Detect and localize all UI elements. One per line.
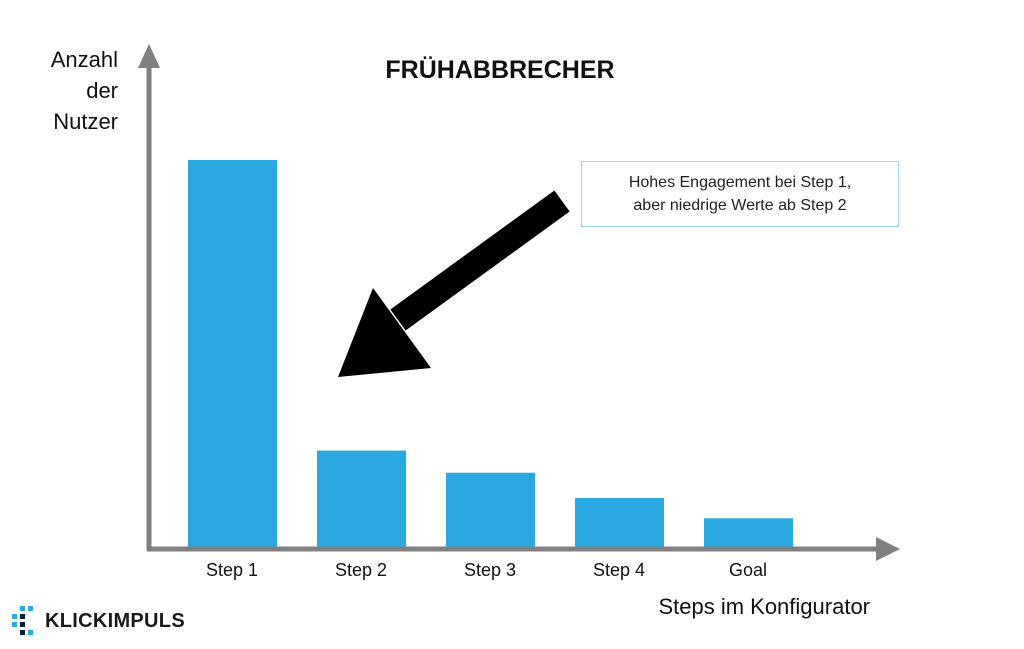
brand-logo: KLICKIMPULS (12, 604, 185, 638)
y-axis-label: Anzahl der Nutzer (20, 44, 118, 137)
klickimpuls-logo-icon (12, 606, 33, 635)
x-tick-label: Step 2 (334, 560, 388, 580)
annotation-line: aber niedrige Werte ab Step 2 (633, 197, 847, 214)
x-tick-label: Goal (728, 560, 768, 580)
x-axis-label: Steps im Konfigurator (658, 594, 870, 619)
chart-title: FRÜHABBRECHER (385, 56, 615, 84)
x-tick-label: Step 1 (205, 560, 259, 580)
y-axis-label-line: der (86, 78, 118, 103)
x-tick-label: Step 4 (592, 560, 646, 580)
x-axis-arrowhead (876, 537, 900, 561)
bar-step-3 (446, 472, 535, 549)
annotation-arrow-head (338, 288, 431, 377)
annotation-line: Hohes Engagement bei Step 1, (628, 174, 852, 191)
annotation-box: Hohes Engagement bei Step 1, aber niedri… (581, 161, 899, 227)
y-axis-arrowhead (138, 44, 160, 68)
y-axis-label-line: Nutzer (53, 109, 118, 134)
brand-name: KLICKIMPULS (45, 609, 185, 632)
bars-group (188, 160, 793, 549)
bar-step-2 (317, 450, 406, 549)
bar-step-1 (188, 160, 277, 549)
bar-goal (704, 518, 793, 549)
bar-step-4 (575, 498, 664, 549)
annotation-arrow (338, 190, 570, 377)
annotation-arrow-shaft (390, 190, 570, 331)
y-axis-label-line: Anzahl (50, 47, 118, 72)
x-tick-label: Step 3 (463, 560, 517, 580)
